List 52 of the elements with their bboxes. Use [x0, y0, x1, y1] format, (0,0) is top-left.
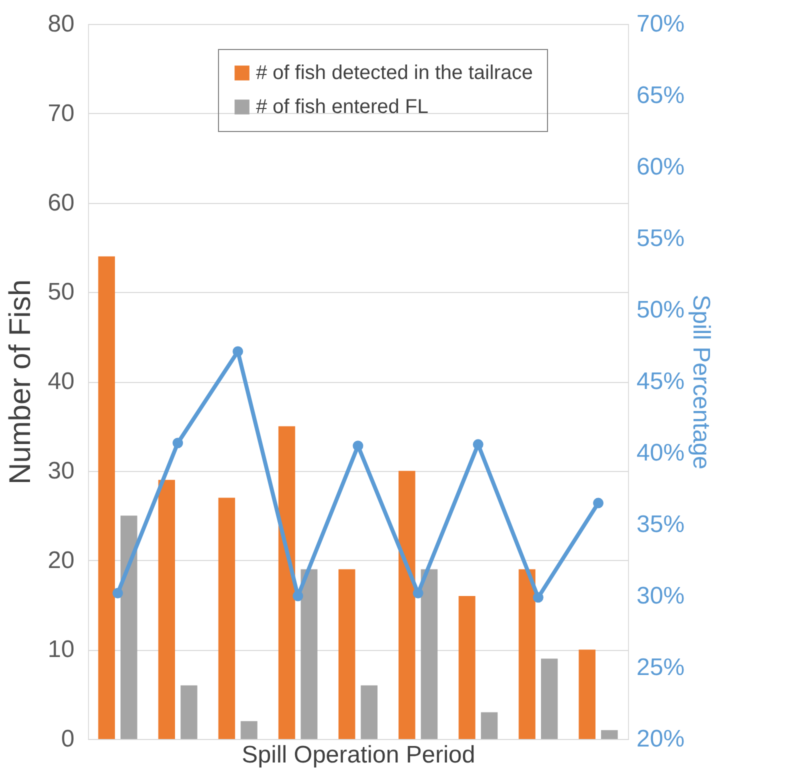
- y2-tick-label: 55%: [636, 225, 685, 252]
- point: [352, 440, 364, 452]
- legend-label: # of fish entered FL: [256, 96, 428, 118]
- y-tick-label: 60: [48, 189, 74, 216]
- point: [232, 346, 244, 357]
- point: [172, 438, 184, 448]
- y-tick-label: 30: [48, 457, 74, 484]
- point: [112, 588, 123, 598]
- y2-tick-label: 35%: [636, 511, 685, 538]
- bar: [278, 426, 296, 739]
- bar: [360, 685, 378, 739]
- bar: [338, 569, 356, 739]
- y2-tick-label: 45%: [636, 368, 685, 395]
- bar: [120, 516, 138, 739]
- bar: [518, 569, 536, 739]
- x-axis-title: Spill Operation Period: [242, 742, 476, 768]
- y-tick-label: 70: [48, 100, 74, 127]
- legend-label: # of fish detected in the tailrace: [256, 62, 533, 84]
- bar: [540, 658, 558, 739]
- bar: [578, 650, 596, 739]
- y-tick-label: 20: [48, 546, 74, 574]
- bar: [98, 256, 115, 739]
- y2-tick-label: 60%: [636, 154, 685, 180]
- y2-tick-label: 25%: [636, 654, 685, 681]
- y-tick-label: 50: [48, 278, 74, 306]
- y2-axis-title: Spill Percentage: [688, 294, 715, 470]
- y-tick-label: 80: [48, 10, 74, 38]
- y2-tick-label: 65%: [636, 82, 685, 109]
- bar: [398, 470, 416, 739]
- y-tick-label: 0: [61, 726, 74, 752]
- point: [593, 498, 604, 508]
- point: [412, 588, 424, 598]
- y2-tick-label: 30%: [636, 582, 685, 610]
- y2-tick-label: 70%: [636, 10, 685, 38]
- bar: [420, 569, 438, 739]
- bar: [601, 730, 618, 739]
- y-tick-label: 40: [48, 368, 74, 395]
- bar: [300, 569, 318, 739]
- y2-tick-label: 50%: [636, 296, 685, 324]
- bar: [158, 480, 176, 739]
- y2-tick-label: 20%: [636, 726, 685, 752]
- bar: [218, 498, 236, 739]
- bar: [458, 596, 476, 739]
- bar: [480, 712, 498, 739]
- y-tick-label: 10: [48, 636, 74, 664]
- bar: [180, 685, 198, 739]
- y-axis-title: Number of Fish: [4, 279, 37, 485]
- point: [472, 439, 484, 450]
- point: [532, 592, 544, 603]
- point: [292, 590, 304, 602]
- y2-tick-label: 40%: [636, 440, 685, 466]
- bar: [240, 721, 258, 739]
